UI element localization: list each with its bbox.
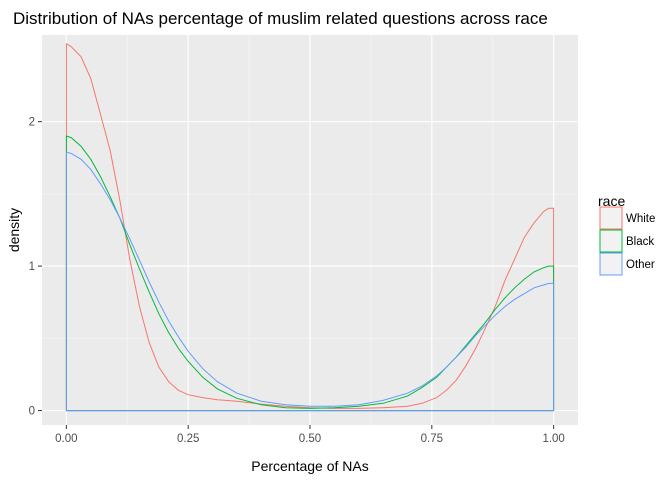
x-tick-label: 0.00 xyxy=(55,433,77,445)
y-axis-ticks: 0 1 2 xyxy=(29,117,42,418)
density-curve-other xyxy=(65,151,555,412)
legend-label-white: White xyxy=(626,213,655,225)
y-axis-title: density xyxy=(6,208,22,252)
x-tick-label: 0.50 xyxy=(299,433,321,445)
legend-keys: White Black Other xyxy=(599,206,655,276)
legend-key-black xyxy=(599,229,623,253)
x-axis-ticks: 0.00 0.25 0.50 0.75 1.00 xyxy=(55,425,565,445)
legend-key-white xyxy=(599,206,623,230)
legend-label-black: Black xyxy=(626,236,654,248)
legend-title: race xyxy=(598,193,625,209)
x-tick-label: 0.75 xyxy=(421,433,443,445)
y-tick-label: 0 xyxy=(29,406,35,418)
density-curves xyxy=(65,42,555,412)
legend-key-other xyxy=(599,252,623,276)
legend-label-other: Other xyxy=(626,259,655,271)
y-tick-label: 2 xyxy=(29,117,35,129)
x-tick-label: 0.25 xyxy=(177,433,199,445)
chart-title: Distribution of NAs percentage of muslim… xyxy=(13,9,548,28)
x-tick-label: 1.00 xyxy=(542,433,564,445)
x-axis-title: Percentage of NAs xyxy=(251,458,369,474)
legend: race White Black Other xyxy=(598,193,655,276)
y-tick-label: 1 xyxy=(29,261,35,273)
